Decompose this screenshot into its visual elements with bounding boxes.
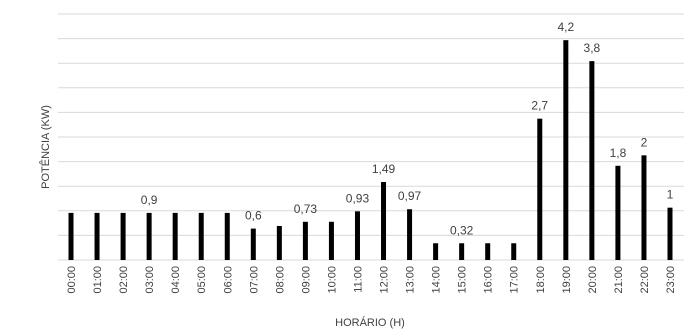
bar-14:00 — [433, 243, 439, 260]
data-label: 3,8 — [584, 41, 601, 55]
x-tick-label: 06:00 — [222, 266, 234, 294]
x-tick-label: 15:00 — [457, 266, 469, 294]
x-tick-label: 18:00 — [535, 266, 547, 294]
x-tick-label: 14:00 — [431, 266, 443, 294]
bar-12:00 — [381, 182, 387, 260]
bar-08:00 — [276, 225, 282, 260]
bar-03:00 — [146, 212, 152, 260]
x-tick-label: 09:00 — [300, 266, 312, 294]
x-tick-label: 12:00 — [379, 266, 391, 294]
bar-05:00 — [198, 212, 204, 260]
x-tick-label: 19:00 — [561, 266, 573, 294]
bars — [68, 40, 673, 261]
data-label: 0,97 — [398, 189, 422, 203]
bar-04:00 — [172, 212, 178, 260]
data-labels: 0,9 0,6 0,73 0,93 1,490,97 0,32 2,7 4,2 3,8 1,8 2 1 — [141, 20, 674, 237]
x-tick-label: 16:00 — [483, 266, 495, 294]
data-label: 1 — [667, 188, 674, 202]
bar-22:00 — [641, 155, 647, 260]
x-tick-label: 03:00 — [144, 266, 156, 294]
bar-02:00 — [120, 212, 126, 260]
bar-11:00 — [354, 211, 360, 260]
bar-21:00 — [615, 165, 621, 260]
bar-15:00 — [459, 243, 465, 260]
data-label: 1,8 — [610, 146, 627, 160]
x-tick-label: 20:00 — [587, 266, 599, 294]
x-tick-label: 22:00 — [639, 266, 651, 294]
x-tick-label: 17:00 — [509, 266, 521, 294]
bar-01:00 — [94, 212, 100, 260]
bar-10:00 — [328, 221, 334, 260]
data-label: 1,49 — [372, 162, 396, 176]
bar-09:00 — [302, 221, 308, 260]
bar-07:00 — [250, 228, 256, 260]
bar-17:00 — [511, 243, 517, 260]
data-label: 0,6 — [245, 209, 262, 223]
bar-16:00 — [485, 243, 491, 260]
x-tick-label: 00:00 — [66, 266, 78, 294]
x-tick-label: 08:00 — [274, 266, 286, 294]
data-label: 4,2 — [557, 20, 574, 34]
x-tick-label: 23:00 — [665, 266, 677, 294]
bar-06:00 — [224, 212, 230, 260]
data-label: 0,9 — [141, 193, 158, 207]
x-tick-label: 10:00 — [326, 266, 338, 294]
x-axis-title: HORÁRIO (H) — [335, 316, 405, 329]
x-tick-label: 07:00 — [248, 266, 260, 294]
x-tick-label: 11:00 — [352, 266, 364, 293]
gridlines — [58, 13, 684, 261]
bar-13:00 — [407, 209, 413, 260]
x-tick-label: 13:00 — [405, 266, 417, 294]
bar-18:00 — [537, 118, 543, 261]
data-label: 0,32 — [450, 223, 474, 237]
data-label: 2,7 — [531, 99, 548, 113]
x-tick-labels: 00:00 01:00 02:00 03:00 04:00 05:00 06:00 07:00… — [66, 266, 677, 294]
x-tick-label: 05:00 — [196, 266, 208, 294]
y-axis-title: POTÊNCIA (KW) — [39, 105, 52, 189]
bar-19:00 — [563, 40, 569, 260]
x-tick-label: 02:00 — [118, 266, 130, 294]
bar-23:00 — [667, 207, 673, 260]
data-label: 0,73 — [294, 202, 318, 216]
x-tick-label: 04:00 — [170, 266, 182, 294]
bar-20:00 — [589, 61, 595, 260]
bar-00:00 — [68, 212, 74, 260]
data-label: 0,93 — [346, 191, 370, 205]
data-label: 2 — [641, 135, 648, 149]
x-tick-label: 01:00 — [92, 266, 104, 294]
x-tick-label: 21:00 — [613, 266, 625, 294]
